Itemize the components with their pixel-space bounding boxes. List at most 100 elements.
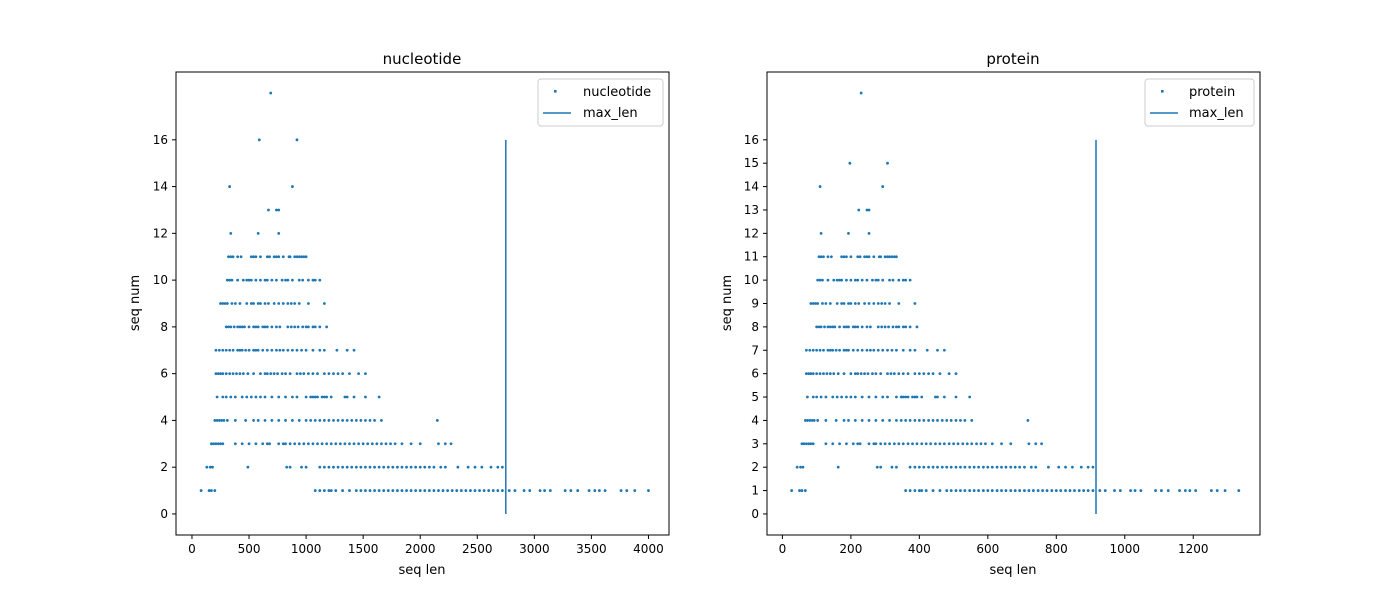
- data-point: [890, 465, 894, 469]
- data-point: [313, 419, 317, 422]
- nucleotide-panel: nucleotide seq len seq num 0 500 1000 1500 2…: [128, 50, 670, 578]
- chart-title: nucleotide: [383, 50, 462, 68]
- data-point: [857, 302, 861, 305]
- data-point: [364, 489, 367, 492]
- data-point: [304, 465, 308, 469]
- data-point: [1023, 489, 1026, 492]
- data-point: [892, 255, 896, 259]
- data-point: [875, 465, 879, 469]
- data-point: [847, 419, 850, 422]
- data-point: [874, 278, 878, 282]
- data-point: [487, 489, 491, 492]
- data-point: [336, 419, 340, 422]
- data-point: [822, 372, 825, 376]
- data-point: [625, 489, 629, 492]
- data-point: [332, 465, 335, 469]
- data-point: [215, 419, 219, 422]
- data-point: [254, 255, 258, 259]
- data-point: [865, 278, 869, 282]
- data-point: [359, 419, 363, 422]
- data-point: [327, 372, 331, 376]
- data-point: [301, 325, 305, 329]
- data-point: [513, 489, 517, 492]
- data-point: [863, 302, 866, 305]
- data-point: [917, 489, 921, 492]
- data-point: [233, 419, 237, 422]
- data-point: [940, 465, 944, 469]
- x-axis-label: seq len: [398, 563, 445, 578]
- data-point: [840, 302, 844, 305]
- data-point: [259, 395, 262, 399]
- data-point: [432, 465, 436, 469]
- data-point: [450, 489, 454, 492]
- data-point: [478, 489, 481, 492]
- data-point: [291, 278, 294, 282]
- data-point: [238, 372, 242, 376]
- data-point: [915, 325, 919, 329]
- data-point: [860, 325, 864, 329]
- data-point: [1034, 442, 1038, 446]
- data-point: [449, 442, 453, 446]
- data-point: [876, 348, 880, 352]
- data-point: [219, 302, 222, 305]
- data-point: [345, 419, 349, 422]
- data-point: [949, 465, 953, 469]
- data-point: [368, 419, 372, 422]
- data-point: [968, 465, 972, 469]
- data-point: [981, 465, 985, 469]
- data-point: [214, 348, 218, 352]
- data-point: [391, 489, 395, 492]
- x-tick-label: 3000: [519, 542, 550, 556]
- data-point: [815, 348, 819, 352]
- data-point: [215, 395, 219, 399]
- data-point: [814, 302, 818, 305]
- data-point: [338, 442, 342, 446]
- scatter-points: [199, 91, 650, 492]
- data-point: [977, 465, 980, 469]
- data-point: [807, 442, 811, 446]
- data-point: [959, 489, 962, 492]
- data-point: [295, 255, 299, 259]
- data-point: [296, 325, 300, 329]
- data-point: [853, 302, 857, 305]
- data-point: [221, 302, 225, 305]
- data-point: [325, 442, 329, 446]
- data-point: [354, 419, 358, 422]
- data-point: [840, 278, 844, 282]
- data-point: [277, 208, 281, 212]
- data-point: [459, 489, 463, 492]
- data-point: [867, 208, 871, 212]
- data-point: [278, 348, 282, 352]
- x-tick-label: 2500: [462, 542, 493, 556]
- data-point: [857, 208, 861, 212]
- legend-label-scatter: protein: [1189, 85, 1235, 100]
- protein-panel: protein seq len seq num 0 200 400 600 800 100…: [720, 50, 1261, 578]
- data-point: [256, 419, 260, 422]
- data-point: [231, 348, 235, 352]
- data-point: [456, 465, 460, 469]
- x-tick-label: 0: [188, 542, 196, 556]
- data-point: [455, 489, 459, 492]
- data-point: [341, 489, 345, 492]
- legend-box: [537, 78, 664, 127]
- data-point: [945, 419, 949, 422]
- data-point: [1237, 489, 1241, 492]
- data-point: [267, 302, 270, 305]
- data-point: [913, 465, 917, 469]
- data-point: [936, 395, 939, 399]
- data-point: [228, 348, 232, 352]
- data-point: [920, 442, 924, 446]
- data-point: [970, 442, 974, 446]
- data-point: [538, 489, 542, 492]
- data-point: [322, 419, 326, 422]
- data-point: [931, 419, 935, 422]
- data-point: [990, 465, 994, 469]
- data-point: [959, 419, 962, 422]
- data-point: [348, 442, 351, 446]
- legend: protein max_len: [1144, 78, 1255, 127]
- data-point: [1091, 489, 1095, 492]
- data-point: [263, 278, 267, 282]
- data-point: [603, 489, 607, 492]
- data-point: [400, 489, 404, 492]
- data-point: [922, 465, 926, 469]
